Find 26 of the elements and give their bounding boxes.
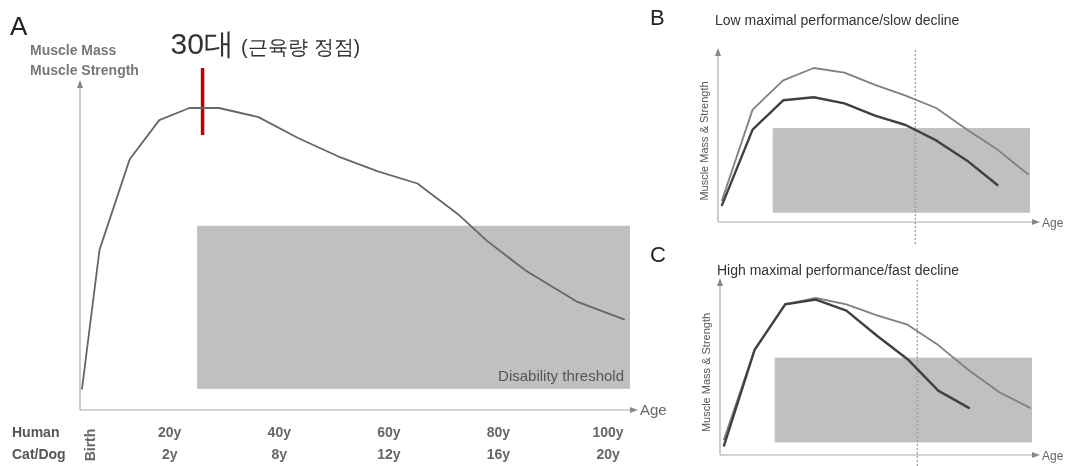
chart-subtitle: Low maximal performance/slow decline bbox=[715, 12, 960, 28]
x-axis-title: Age bbox=[640, 401, 667, 418]
x-tick-label: 80y bbox=[486, 424, 511, 440]
text: 2y bbox=[161, 446, 178, 462]
chart-title: B bbox=[650, 5, 665, 30]
text: 8y bbox=[271, 446, 288, 462]
y-axis-title: Muscle Mass Muscle Strength bbox=[30, 42, 139, 78]
text: 12y bbox=[377, 446, 401, 462]
band-label: Disability threshold bbox=[498, 366, 624, 384]
x-tick-label: 20y bbox=[158, 424, 182, 440]
chart-title: C bbox=[650, 242, 666, 267]
x-axis-title: Age bbox=[1042, 216, 1064, 230]
text: Cat/Dog bbox=[12, 446, 66, 462]
x-tick-label: 100y bbox=[592, 424, 624, 440]
x-tick-label: 60y bbox=[377, 424, 401, 440]
x-axis-title: Age bbox=[1042, 449, 1064, 463]
text: 16y bbox=[486, 446, 511, 462]
chart-title: A bbox=[10, 11, 28, 41]
text: Birth bbox=[81, 428, 98, 462]
x-tick-label: 40y bbox=[267, 424, 292, 440]
y-axis-title: Muscle Mass & Strength bbox=[700, 312, 712, 433]
text: 20y bbox=[596, 446, 620, 462]
ref-line-label: 30대 (근육량 정점) bbox=[170, 27, 361, 60]
chart-subtitle: High maximal performance/fast decline bbox=[717, 262, 960, 278]
y-axis-title: Muscle Mass & Strength bbox=[698, 81, 710, 201]
text: Human bbox=[12, 424, 60, 440]
